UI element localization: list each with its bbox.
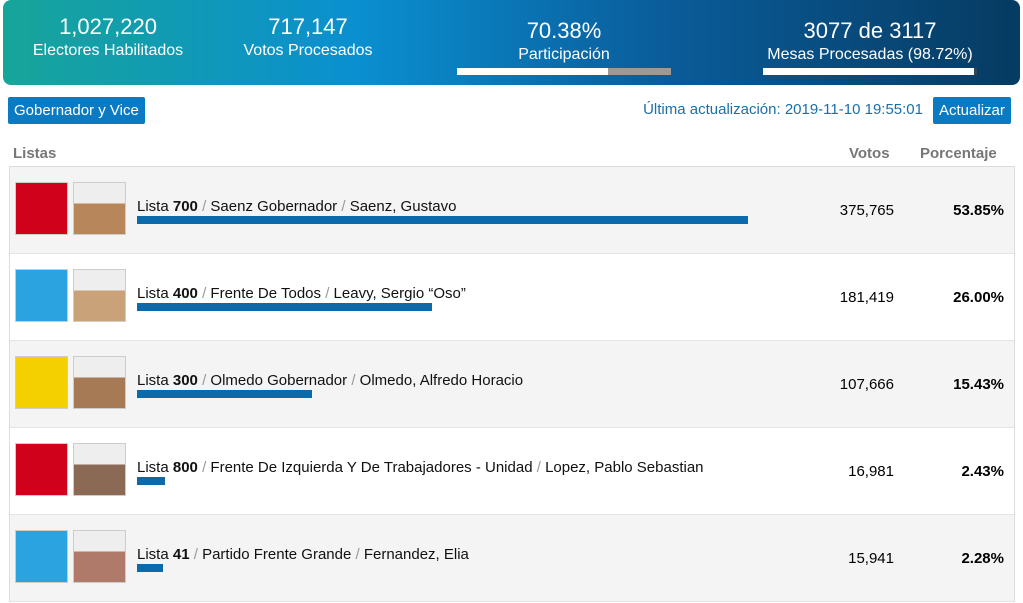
list-number: 41 xyxy=(172,546,190,563)
percentage: 26.00% xyxy=(953,289,1004,306)
category-button[interactable]: Gobernador y Vice xyxy=(8,97,145,124)
candidate: Olmedo, Alfredo Horacio xyxy=(359,372,524,389)
updated: Última actualización: 2019-11-10 19:55:0… xyxy=(643,101,923,118)
result-row: Lista 700 / Saenz Gobernador / Saenz, Gu… xyxy=(10,167,1014,254)
votes: 375,765 xyxy=(839,202,894,219)
refresh-button[interactable]: Actualizar xyxy=(933,97,1011,124)
percentage: 15.43% xyxy=(953,376,1004,393)
list-number: 800 xyxy=(172,459,198,476)
value: 3117 xyxy=(889,18,937,43)
progress xyxy=(763,68,977,75)
list-text: Lista 300 / Olmedo Gobernador / Olmedo, … xyxy=(137,372,523,389)
list-text: Lista 800 / Frente De Izquierda Y De Tra… xyxy=(137,459,704,476)
vote-bar xyxy=(137,216,749,224)
vote-bar xyxy=(137,564,163,572)
stat: 3077 de 3117 Mesas Procesadas (98.72%) xyxy=(763,18,977,64)
separator: / xyxy=(202,198,207,215)
votes: 107,666 xyxy=(839,376,894,393)
percentage: 53.85% xyxy=(953,202,1004,219)
party: Frente De Izquierda Y De Trabajadores - … xyxy=(210,459,533,476)
vote-bar xyxy=(137,390,313,398)
party-logo xyxy=(15,356,68,409)
separator: / xyxy=(341,198,346,215)
percentage: 2.43% xyxy=(961,463,1004,480)
stat: 1,027,220 Electores Habilitados xyxy=(23,14,193,60)
separator: / xyxy=(351,372,356,389)
separator: / xyxy=(193,546,198,563)
label: Votos Procesados xyxy=(243,42,373,59)
label: Participación xyxy=(518,46,610,63)
party-logo xyxy=(15,269,68,322)
progress-fill xyxy=(457,68,608,75)
party: Olmedo Gobernador xyxy=(210,372,348,389)
candidate-photo xyxy=(73,182,126,235)
party: Partido Frente Grande xyxy=(202,546,352,563)
votes: 16,981 xyxy=(848,463,894,480)
list-word: Lista xyxy=(137,372,169,389)
value: 3077 xyxy=(803,18,853,43)
separator: / xyxy=(355,546,360,563)
separator: / xyxy=(325,285,330,302)
list-text: Lista 700 / Saenz Gobernador / Saenz, Gu… xyxy=(137,198,456,215)
candidate: Leavy, Sergio “Oso” xyxy=(333,285,466,302)
votes: 181,419 xyxy=(839,289,894,306)
list-number: 400 xyxy=(172,285,198,302)
column-header: Porcentaje xyxy=(920,145,997,162)
column-header: Votos xyxy=(849,145,890,162)
value: 1,027,220 xyxy=(59,14,157,39)
result-row: Lista 300 / Olmedo Gobernador / Olmedo, … xyxy=(10,341,1014,428)
value: 70.38% xyxy=(526,18,602,43)
value: 3077 de 3117 xyxy=(763,18,977,44)
separator: / xyxy=(536,459,541,476)
label: Mesas Procesadas (98.72%) xyxy=(767,46,973,63)
result-row: Lista 400 / Frente De Todos / Leavy, Ser… xyxy=(10,254,1014,341)
candidate-photo xyxy=(73,530,126,583)
word: de xyxy=(858,18,884,43)
result-row: Lista 800 / Frente De Izquierda Y De Tra… xyxy=(10,428,1014,515)
separator: / xyxy=(202,285,207,302)
party-logo xyxy=(15,530,68,583)
label: Electores Habilitados xyxy=(32,42,184,59)
stat: 70.38% Participación xyxy=(457,18,671,64)
list-word: Lista xyxy=(137,198,169,215)
list-word: Lista xyxy=(137,459,169,476)
vote-bar xyxy=(137,303,433,311)
percentage: 2.28% xyxy=(961,550,1004,567)
list-text: Lista 400 / Frente De Todos / Leavy, Ser… xyxy=(137,285,466,302)
separator: / xyxy=(202,459,207,476)
list-number: 700 xyxy=(172,198,198,215)
candidate: Lopez, Pablo Sebastian xyxy=(545,459,704,476)
progress xyxy=(457,68,671,75)
votes: 15,941 xyxy=(848,550,894,567)
candidate: Saenz, Gustavo xyxy=(349,198,457,215)
column-header: Listas xyxy=(13,145,57,162)
candidate-photo xyxy=(73,269,126,322)
list-word: Lista xyxy=(137,546,169,563)
candidate: Fernandez, Elia xyxy=(363,546,469,563)
summary-header: 1,027,220 Electores Habilitados 717,147 Vo… xyxy=(3,0,1020,85)
progress-fill xyxy=(763,68,975,75)
result-row: Lista 41 / Partido Frente Grande / Ferna… xyxy=(10,515,1014,602)
separator: / xyxy=(202,372,207,389)
party-logo xyxy=(15,182,68,235)
candidate-photo xyxy=(73,443,126,496)
party-logo xyxy=(15,443,68,496)
party: Saenz Gobernador xyxy=(210,198,338,215)
list-text: Lista 41 / Partido Frente Grande / Ferna… xyxy=(137,546,469,563)
list-word: Lista xyxy=(137,285,169,302)
vote-bar xyxy=(137,477,165,485)
stat: 717,147 Votos Procesados xyxy=(233,14,383,60)
party: Frente De Todos xyxy=(210,285,322,302)
results-table: Lista 700 / Saenz Gobernador / Saenz, Gu… xyxy=(9,166,1015,602)
value: 717,147 xyxy=(268,14,348,39)
candidate-photo xyxy=(73,356,126,409)
list-number: 300 xyxy=(172,372,198,389)
